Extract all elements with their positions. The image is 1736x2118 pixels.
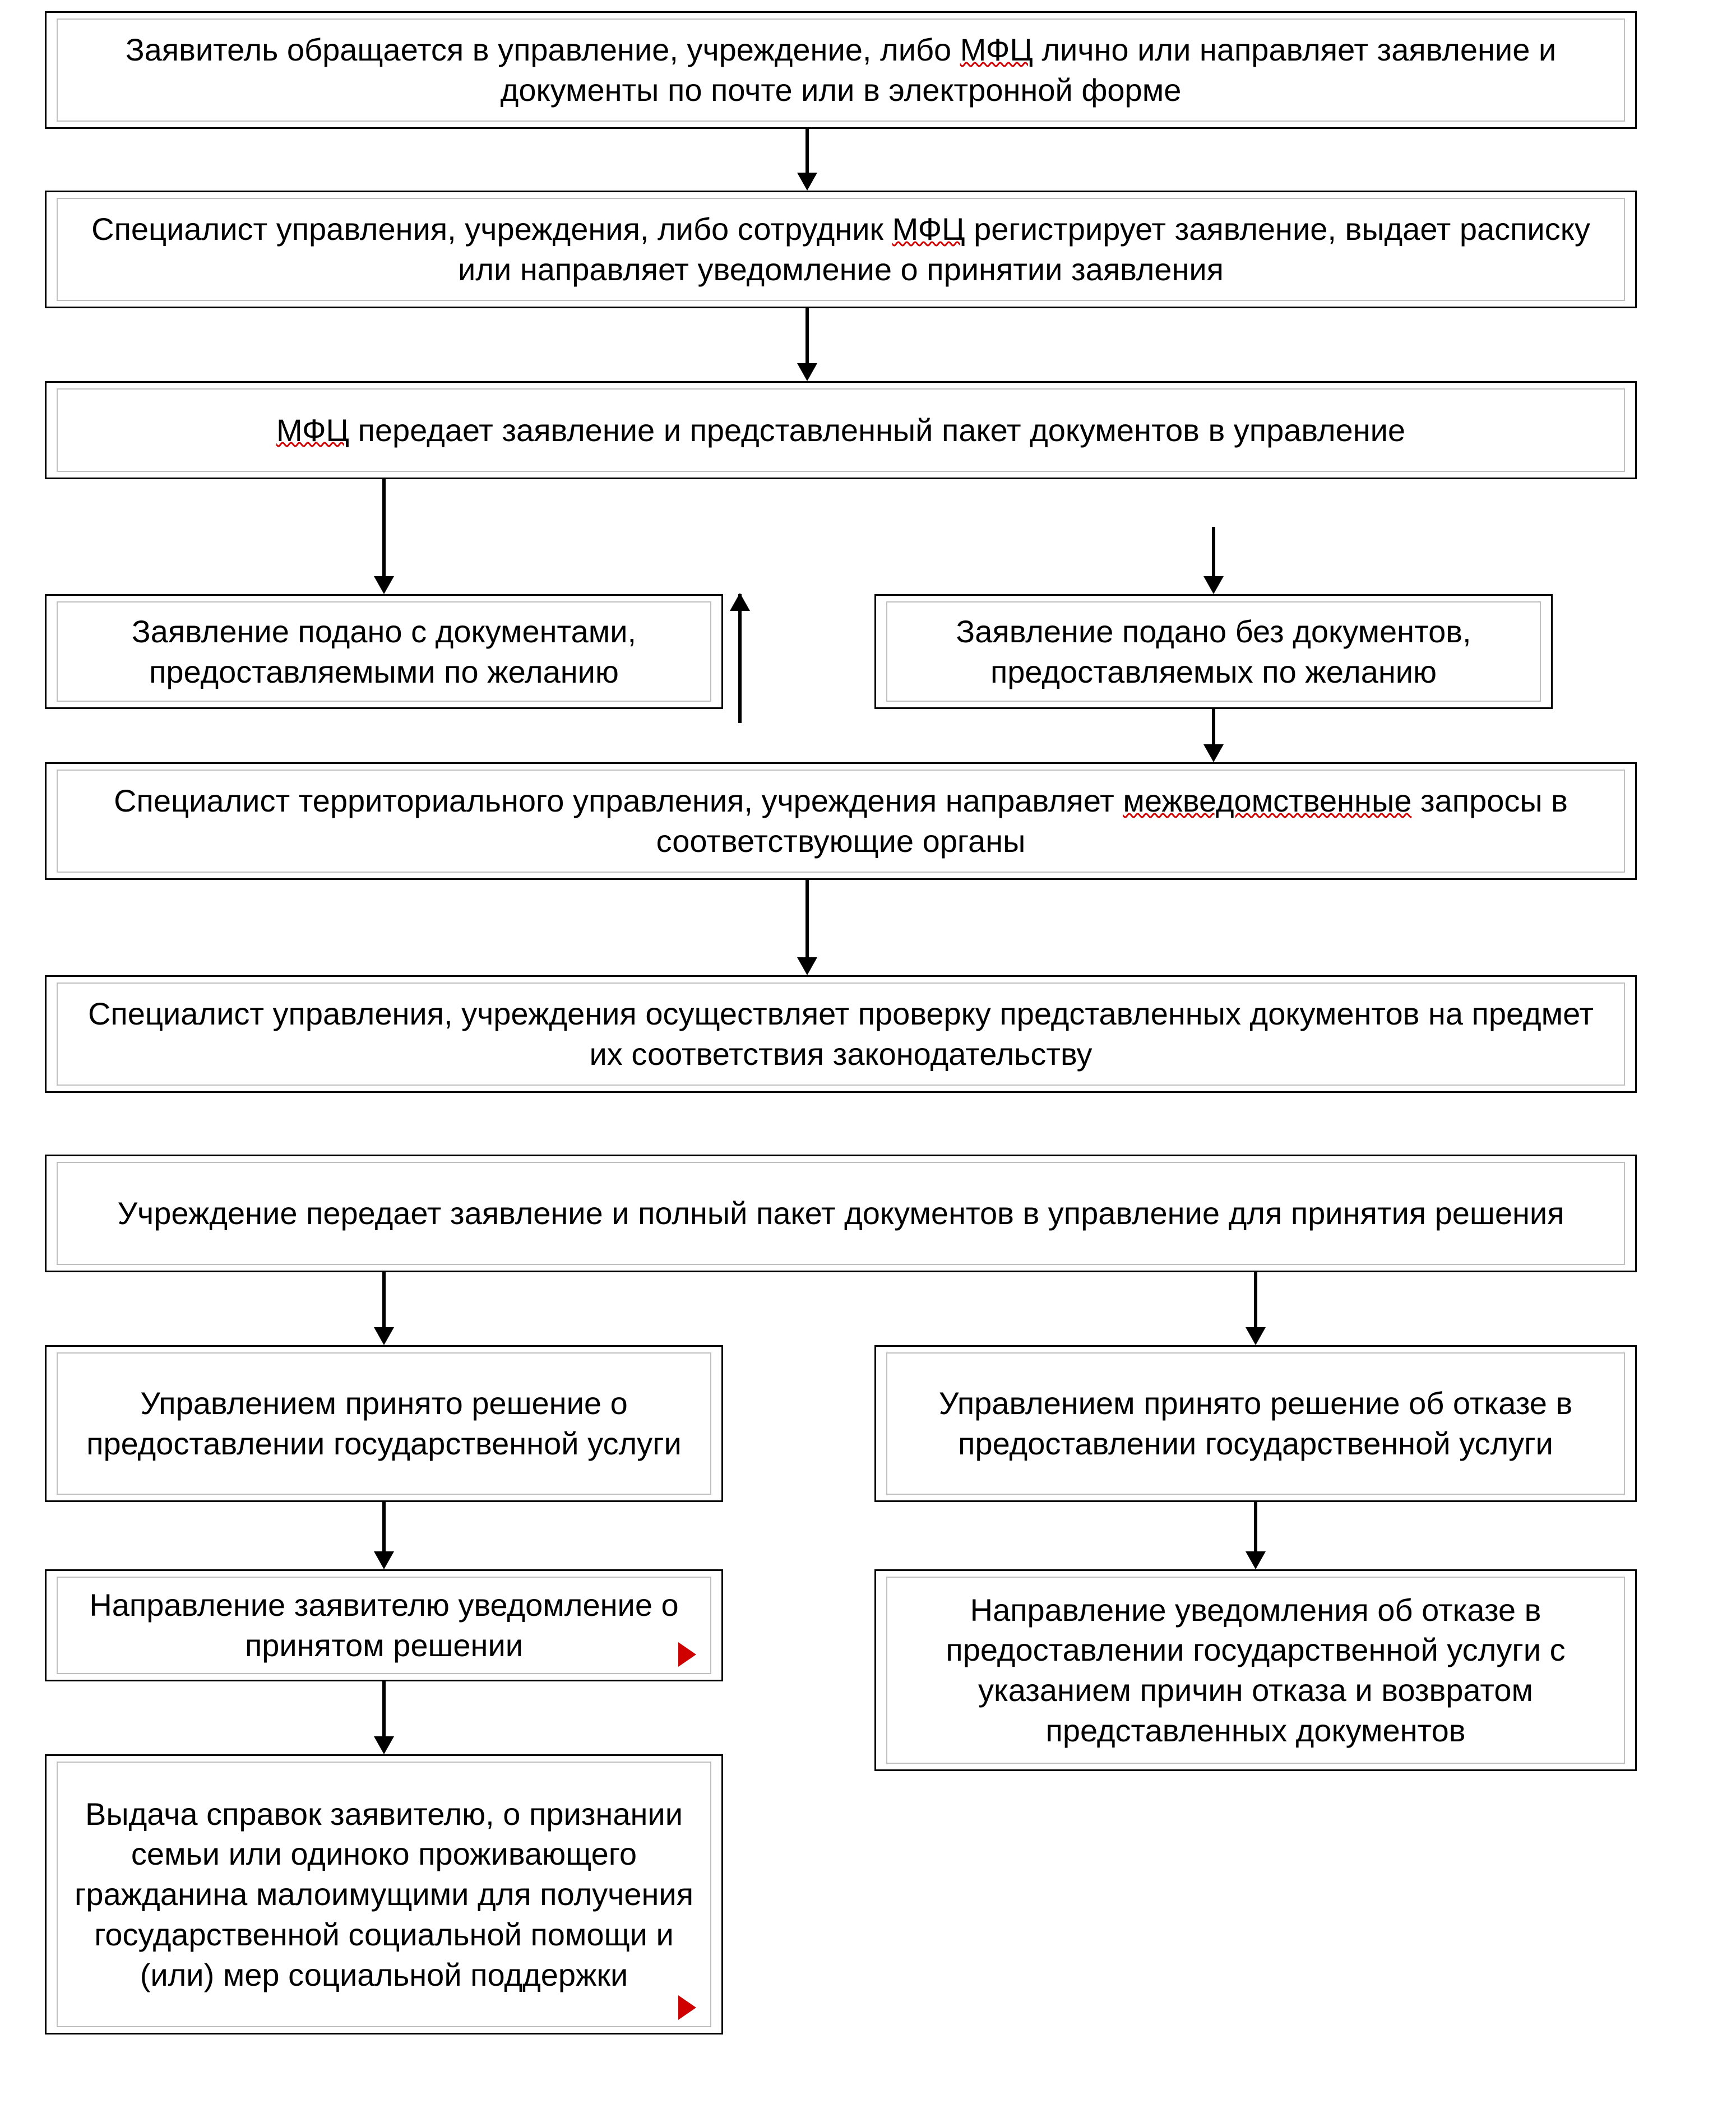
node-text: Направление заявителю уведомление о прин…: [70, 1585, 698, 1665]
node-text: Заявление подано с документами, предоста…: [70, 611, 698, 692]
node-inner: Управлением принято решение об отказе в …: [886, 1352, 1625, 1495]
arrow-head-down-icon: [374, 576, 394, 594]
arrow-head-up-icon: [730, 593, 750, 611]
flowchart-node-n6: Специалист управления, учреждения осущес…: [45, 975, 1637, 1093]
arrow-line: [382, 1272, 386, 1328]
flowchart-node-n4b: Заявление подано без документов, предост…: [874, 594, 1553, 709]
flowchart-node-n9a: Направление заявителю уведомление о прин…: [45, 1569, 723, 1681]
node-text: МФЦ передает заявление и представленный …: [276, 410, 1405, 451]
node-inner: Специалист территориального управления, …: [57, 770, 1625, 873]
flowchart-canvas: Заявитель обращается в управление, учреж…: [0, 0, 1736, 2118]
flowchart-node-n9b: Направление уведомления об отказе в пред…: [874, 1569, 1637, 1771]
node-text: Выдача справок заявителю, о признании се…: [70, 1794, 698, 1995]
arrow-head-down-icon: [1246, 1551, 1266, 1569]
node-inner: Учреждение передает заявление и полный п…: [57, 1162, 1625, 1265]
arrow-head-down-icon: [1203, 744, 1224, 762]
arrow-line: [1254, 1502, 1257, 1552]
node-inner: Выдача справок заявителю, о признании се…: [57, 1762, 711, 2027]
node-inner: МФЦ передает заявление и представленный …: [57, 388, 1625, 472]
node-inner: Заявление подано с документами, предоста…: [57, 601, 711, 702]
node-text: Направление уведомления об отказе в пред…: [900, 1590, 1612, 1751]
node-text: Управлением принято решение о предоставл…: [70, 1383, 698, 1463]
flowchart-node-n4a: Заявление подано с документами, предоста…: [45, 594, 723, 709]
spellcheck-word: МФЦ: [276, 413, 349, 448]
arrow-line: [1254, 1272, 1257, 1328]
marker-triangle-icon: [678, 1995, 696, 2020]
flowchart-node-n3: МФЦ передает заявление и представленный …: [45, 381, 1637, 479]
node-text: Учреждение передает заявление и полный п…: [117, 1193, 1564, 1234]
flowchart-node-n1: Заявитель обращается в управление, учреж…: [45, 11, 1637, 129]
arrow-head-down-icon: [1203, 576, 1224, 594]
node-text: Специалист управления, учреждения осущес…: [70, 994, 1612, 1074]
node-inner: Специалист управления, учреждения, либо …: [57, 198, 1625, 301]
arrow-head-down-icon: [374, 1327, 394, 1345]
node-text: Специалист управления, учреждения, либо …: [70, 209, 1612, 289]
arrow-line: [1212, 527, 1215, 577]
node-text: Заявление подано без документов, предост…: [900, 611, 1527, 692]
node-inner: Направление уведомления об отказе в пред…: [886, 1577, 1625, 1764]
spellcheck-word: межведомственные: [1123, 783, 1411, 818]
node-inner: Управлением принято решение о предоставл…: [57, 1352, 711, 1495]
marker-triangle-icon: [678, 1642, 696, 1667]
arrow-line: [1212, 709, 1215, 745]
node-text: Заявитель обращается в управление, учреж…: [70, 30, 1612, 110]
flowchart-node-n7: Учреждение передает заявление и полный п…: [45, 1155, 1637, 1272]
node-inner: Специалист управления, учреждения осущес…: [57, 982, 1625, 1086]
node-inner: Направление заявителю уведомление о прин…: [57, 1577, 711, 1674]
flowchart-node-n5: Специалист территориального управления, …: [45, 762, 1637, 880]
arrow-line: [382, 1502, 386, 1552]
arrow-line: [738, 594, 742, 723]
node-text: Специалист территориального управления, …: [70, 781, 1612, 861]
spellcheck-word: МФЦ: [960, 32, 1033, 67]
arrow-head-down-icon: [374, 1551, 394, 1569]
node-inner: Заявление подано без документов, предост…: [886, 601, 1541, 702]
flowchart-node-n8a: Управлением принято решение о предоставл…: [45, 1345, 723, 1502]
flowchart-node-n10: Выдача справок заявителю, о признании се…: [45, 1754, 723, 2034]
flowchart-node-n2: Специалист управления, учреждения, либо …: [45, 191, 1637, 308]
arrow-line: [382, 1681, 386, 1737]
arrow-head-down-icon: [1246, 1327, 1266, 1345]
arrow-head-down-icon: [797, 957, 817, 975]
arrow-head-down-icon: [797, 173, 817, 191]
flowchart-node-n8b: Управлением принято решение об отказе в …: [874, 1345, 1637, 1502]
spellcheck-word: МФЦ: [892, 211, 965, 247]
arrow-line: [805, 308, 809, 364]
arrow-head-down-icon: [374, 1736, 394, 1754]
arrow-line: [805, 880, 809, 958]
arrow-line: [382, 479, 386, 577]
node-text: Управлением принято решение об отказе в …: [900, 1383, 1612, 1463]
arrow-head-down-icon: [797, 363, 817, 381]
arrow-line: [805, 129, 809, 174]
node-inner: Заявитель обращается в управление, учреж…: [57, 18, 1625, 122]
